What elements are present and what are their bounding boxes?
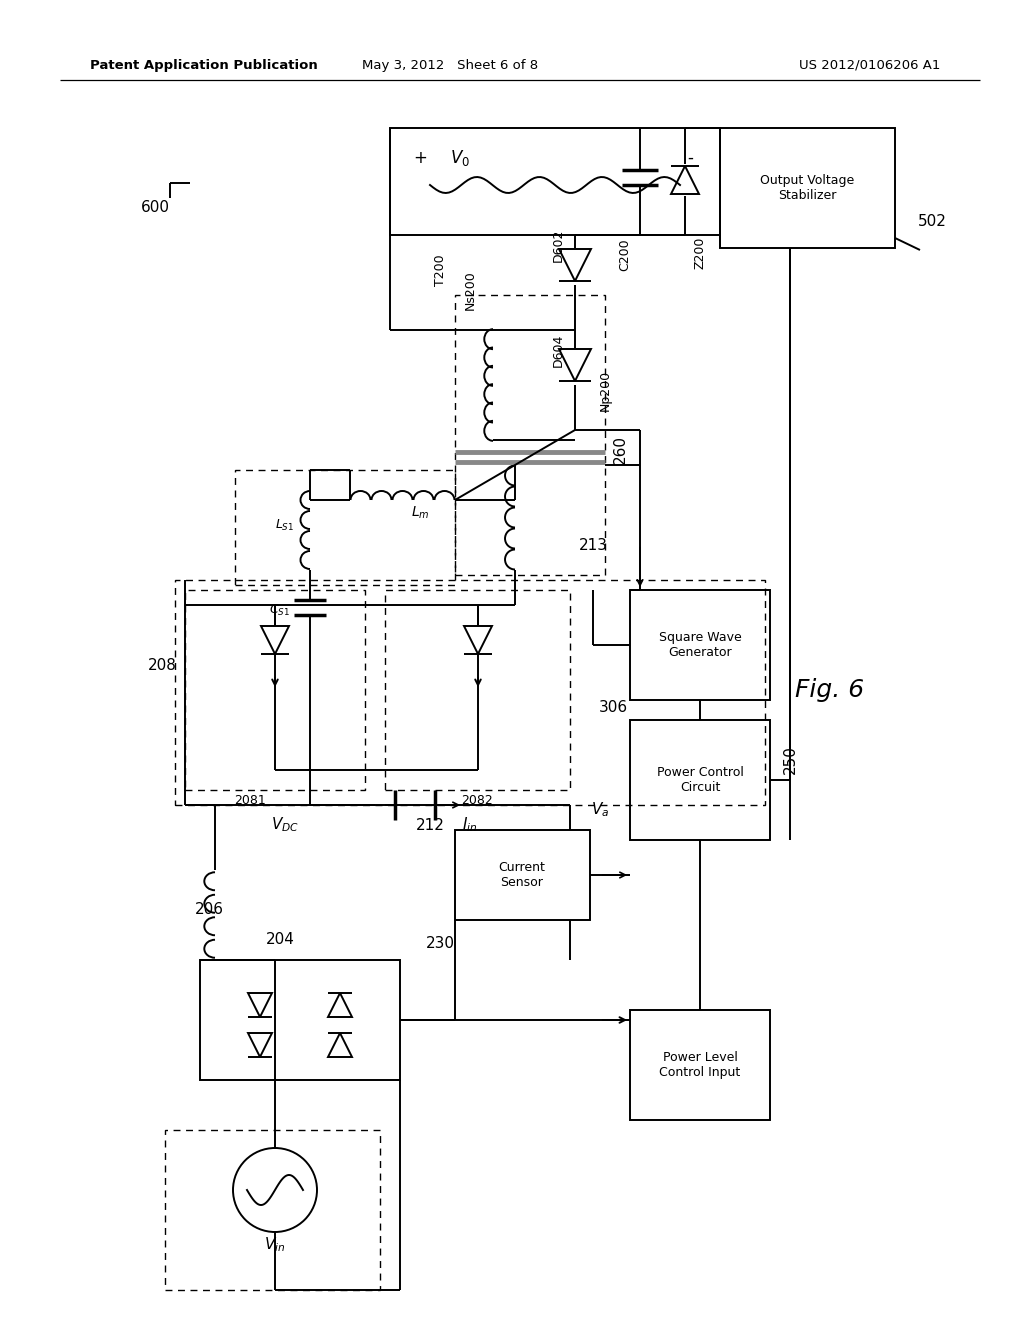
Bar [385, 590, 570, 789]
Bar [455, 830, 590, 920]
Bar [720, 128, 895, 248]
Text: Power Level
Control Input: Power Level Control Input [659, 1051, 740, 1078]
Text: $V_a$: $V_a$ [591, 801, 609, 820]
Text: $C_{S1}$: $C_{S1}$ [269, 602, 291, 618]
Text: 208: 208 [147, 657, 176, 672]
Text: 212: 212 [416, 817, 444, 833]
Text: Fig. 6: Fig. 6 [795, 678, 864, 702]
Bar [630, 719, 770, 840]
Bar [390, 128, 720, 235]
Bar [175, 579, 765, 805]
Text: 213: 213 [579, 537, 607, 553]
Text: Output Voltage
Stabilizer: Output Voltage Stabilizer [760, 174, 854, 202]
Bar [234, 470, 455, 585]
Text: Z200: Z200 [693, 236, 707, 269]
Text: D604: D604 [552, 334, 564, 367]
Text: 230: 230 [426, 936, 455, 950]
Text: $V_{in}$: $V_{in}$ [264, 1236, 286, 1254]
Text: Current
Sensor: Current Sensor [499, 861, 546, 888]
Bar [455, 294, 605, 576]
Bar [200, 960, 400, 1080]
Text: Square Wave
Generator: Square Wave Generator [658, 631, 741, 659]
Bar [165, 1130, 380, 1290]
Text: $I_{in}$: $I_{in}$ [462, 816, 478, 834]
Text: US 2012/0106206 A1: US 2012/0106206 A1 [799, 58, 940, 71]
Text: $V_0$: $V_0$ [450, 148, 470, 168]
Text: $L_m$: $L_m$ [411, 504, 429, 521]
Text: Patent Application Publication: Patent Application Publication [90, 58, 317, 71]
Text: C200: C200 [618, 239, 632, 272]
Text: 600: 600 [140, 201, 170, 215]
Text: 306: 306 [598, 700, 628, 714]
Text: Np200: Np200 [598, 370, 611, 411]
Text: 502: 502 [918, 214, 946, 230]
Bar [630, 1010, 770, 1119]
Text: -: - [687, 149, 693, 168]
Bar [185, 590, 365, 789]
Text: D602: D602 [552, 228, 564, 261]
Text: Power Control
Circuit: Power Control Circuit [656, 766, 743, 795]
Text: +: + [413, 149, 427, 168]
Text: Ns200: Ns200 [464, 271, 476, 310]
Text: $V_{DC}$: $V_{DC}$ [271, 816, 299, 834]
Text: T200: T200 [433, 255, 446, 286]
Text: 206: 206 [195, 903, 224, 917]
Text: 260: 260 [612, 436, 628, 465]
Text: May 3, 2012   Sheet 6 of 8: May 3, 2012 Sheet 6 of 8 [361, 58, 538, 71]
Text: 2082: 2082 [461, 793, 493, 807]
Text: 2081: 2081 [234, 793, 266, 807]
Text: $L_{S1}$: $L_{S1}$ [275, 517, 295, 532]
Text: 204: 204 [265, 932, 295, 948]
Text: 250: 250 [782, 746, 798, 775]
Bar [630, 590, 770, 700]
